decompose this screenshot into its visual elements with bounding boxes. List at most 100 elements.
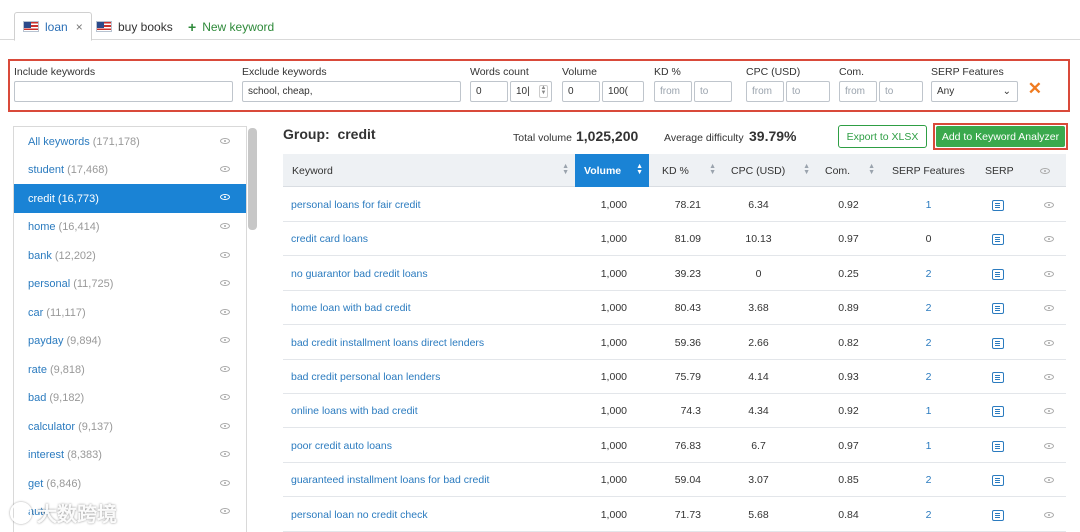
column-kd[interactable]: KD % ▲ ▼ xyxy=(649,154,722,187)
sidebar-item-payday[interactable]: payday (9,894) xyxy=(14,327,246,355)
words-count-to-input[interactable]: 10| ▲ ▼ xyxy=(510,81,552,102)
keyword-link[interactable]: bad credit installment loans direct lend… xyxy=(291,337,485,349)
eye-icon[interactable] xyxy=(1039,167,1050,174)
eye-icon[interactable] xyxy=(1044,408,1054,414)
eye-icon[interactable] xyxy=(220,480,230,486)
column-keyword[interactable]: Keyword ▲ ▼ xyxy=(283,154,575,187)
serp-cell[interactable] xyxy=(973,463,1023,497)
serp-icon[interactable] xyxy=(992,440,1004,452)
serp-cell[interactable] xyxy=(973,188,1023,222)
serp-features-count[interactable]: 1 xyxy=(925,199,932,211)
serp-features-count[interactable]: 2 xyxy=(925,337,932,349)
keyword-link[interactable]: personal loans for fair credit xyxy=(291,199,421,211)
keyword-link[interactable]: bad credit personal loan lenders xyxy=(291,371,441,383)
serp-cell[interactable] xyxy=(973,394,1023,428)
serp-cell[interactable] xyxy=(973,326,1023,360)
keyword-link[interactable]: poor credit auto loans xyxy=(291,440,392,452)
eye-icon[interactable] xyxy=(220,394,230,400)
serp-icon[interactable] xyxy=(992,371,1004,383)
eye-icon[interactable] xyxy=(220,508,230,514)
serp-features-count[interactable]: 2 xyxy=(925,268,932,280)
eye-icon[interactable] xyxy=(1044,236,1054,242)
sidebar-item-home[interactable]: home (16,414) xyxy=(14,213,246,241)
new-keyword-button[interactable]: + New keyword xyxy=(188,13,274,40)
sidebar-item-get[interactable]: get (6,846) xyxy=(14,470,246,498)
eye-icon[interactable] xyxy=(1044,305,1054,311)
eye-icon[interactable] xyxy=(220,252,230,258)
eye-icon[interactable] xyxy=(220,280,230,286)
column-volume[interactable]: Volume ▲ ▼ xyxy=(575,154,649,187)
eye-icon[interactable] xyxy=(220,223,230,229)
eye-icon[interactable] xyxy=(1044,202,1054,208)
kd-to-input[interactable]: to xyxy=(694,81,732,102)
sidebar-item-personal[interactable]: personal (11,725) xyxy=(14,270,246,298)
sidebar-item-calculator[interactable]: calculator (9,137) xyxy=(14,413,246,441)
serp-cell[interactable] xyxy=(973,429,1023,463)
eye-icon[interactable] xyxy=(220,194,230,200)
keyword-link[interactable]: personal loan no credit check xyxy=(291,509,428,521)
eye-icon[interactable] xyxy=(1044,512,1054,518)
eye-icon[interactable] xyxy=(220,337,230,343)
eye-icon[interactable] xyxy=(1044,340,1054,346)
sidebar-item-bad[interactable]: bad (9,182) xyxy=(14,384,246,412)
column-serp[interactable]: SERP xyxy=(973,154,1023,187)
eye-icon[interactable] xyxy=(220,423,230,429)
serp-features-select[interactable]: Any ⌄ xyxy=(931,81,1018,102)
include-keywords-input[interactable] xyxy=(14,81,233,102)
keyword-link[interactable]: home loan with bad credit xyxy=(291,302,411,314)
sidebar-item-interest[interactable]: interest (8,383) xyxy=(14,441,246,469)
serp-cell[interactable] xyxy=(973,257,1023,291)
volume-from-input[interactable]: 0 xyxy=(562,81,600,102)
serp-icon[interactable] xyxy=(992,268,1004,280)
sidebar-item-car[interactable]: car (11,117) xyxy=(14,299,246,327)
keyword-link[interactable]: online loans with bad credit xyxy=(291,405,418,417)
add-to-keyword-analyzer-button[interactable]: Add to Keyword Analyzer xyxy=(933,123,1068,150)
serp-icon[interactable] xyxy=(992,302,1004,314)
eye-icon[interactable] xyxy=(1044,374,1054,380)
clear-filters-icon[interactable]: ✕ xyxy=(1027,79,1042,98)
tab-buy-books[interactable]: buy books xyxy=(96,13,173,40)
sidebar-item-student[interactable]: student (17,468) xyxy=(14,156,246,184)
eye-icon[interactable] xyxy=(1044,443,1054,449)
column-cpc[interactable]: CPC (USD) ▲ ▼ xyxy=(722,154,816,187)
eye-icon[interactable] xyxy=(220,138,230,144)
close-icon[interactable]: × xyxy=(75,19,83,34)
serp-icon[interactable] xyxy=(992,199,1004,211)
tab-loan[interactable]: loan × xyxy=(14,12,92,41)
serp-features-count[interactable]: 2 xyxy=(925,509,932,521)
sidebar-scrollbar[interactable] xyxy=(248,128,257,230)
sidebar-item-bank[interactable]: bank (12,202) xyxy=(14,242,246,270)
column-com[interactable]: Com. ▲ ▼ xyxy=(816,154,881,187)
stepper-icon[interactable]: ▲ ▼ xyxy=(539,85,548,98)
serp-cell[interactable] xyxy=(973,291,1023,325)
serp-features-count[interactable]: 1 xyxy=(925,405,932,417)
export-xlsx-button[interactable]: Export to XLSX xyxy=(838,125,927,148)
serp-features-count[interactable]: 0 xyxy=(925,233,932,245)
eye-icon[interactable] xyxy=(220,166,230,172)
eye-icon[interactable] xyxy=(220,366,230,372)
keyword-link[interactable]: no guarantor bad credit loans xyxy=(291,268,428,280)
serp-features-count[interactable]: 1 xyxy=(925,440,932,452)
column-visibility[interactable] xyxy=(1023,154,1066,187)
serp-cell[interactable] xyxy=(973,498,1023,532)
serp-icon[interactable] xyxy=(992,405,1004,417)
serp-cell[interactable] xyxy=(973,360,1023,394)
serp-icon[interactable] xyxy=(992,337,1004,349)
serp-icon[interactable] xyxy=(992,509,1004,521)
serp-features-count[interactable]: 2 xyxy=(925,302,932,314)
column-serp-features[interactable]: SERP Features xyxy=(881,154,973,187)
keyword-link[interactable]: guaranteed installment loans for bad cre… xyxy=(291,474,490,486)
sidebar-item-auto[interactable]: auto xyxy=(14,498,246,526)
eye-icon[interactable] xyxy=(220,309,230,315)
com-to-input[interactable]: to xyxy=(879,81,923,102)
exclude-keywords-input[interactable]: school, cheap, xyxy=(242,81,461,102)
serp-features-count[interactable]: 2 xyxy=(925,371,932,383)
keyword-link[interactable]: credit card loans xyxy=(291,233,369,245)
sidebar-item-rate[interactable]: rate (9,818) xyxy=(14,356,246,384)
eye-icon[interactable] xyxy=(220,451,230,457)
serp-cell[interactable] xyxy=(973,222,1023,256)
volume-to-input[interactable]: 100( xyxy=(602,81,644,102)
cpc-from-input[interactable]: from xyxy=(746,81,784,102)
com-from-input[interactable]: from xyxy=(839,81,877,102)
eye-icon[interactable] xyxy=(1044,271,1054,277)
